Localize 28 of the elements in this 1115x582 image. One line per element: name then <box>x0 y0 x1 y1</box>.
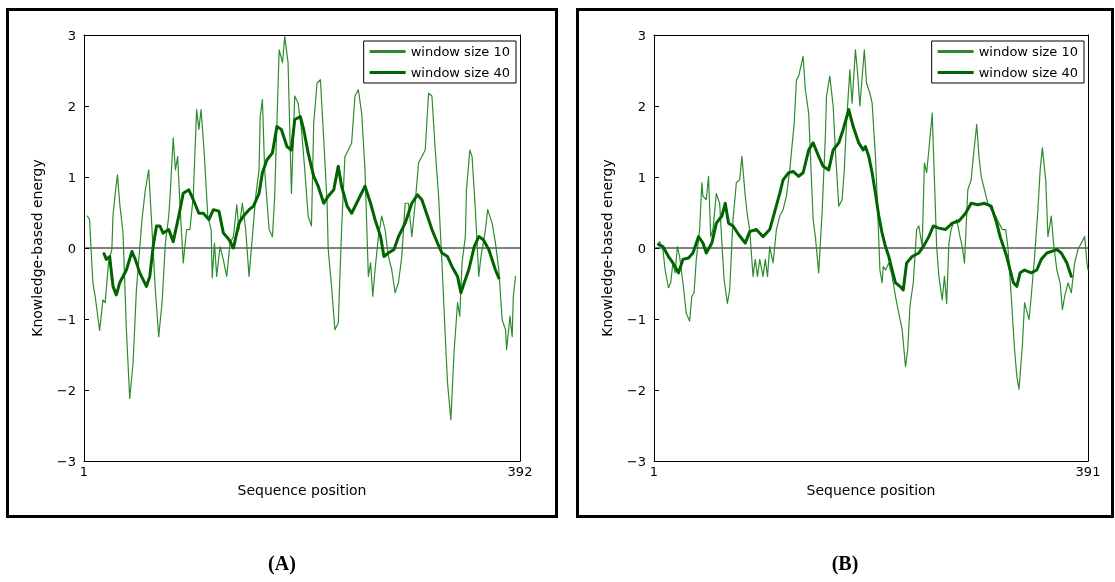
y-tick-label: 3 <box>67 27 76 43</box>
x-axis-title: Sequence position <box>806 482 936 498</box>
y-axis-title: Knowledge-based energy <box>599 159 615 337</box>
y-tick-label: −3 <box>56 453 76 469</box>
y-tick-label: 3 <box>637 27 646 43</box>
y-tick-label: −2 <box>56 382 76 398</box>
y-tick-label: −1 <box>56 311 76 327</box>
y-tick-label: −2 <box>626 382 646 398</box>
legend-label: window size 40 <box>978 65 1079 80</box>
legend-label: window size 10 <box>978 44 1079 59</box>
y-tick-label: 2 <box>637 98 646 114</box>
y-tick-label: −1 <box>626 311 646 327</box>
x-tick-label: 1 <box>79 464 89 479</box>
x-axis-title: Sequence position <box>237 482 367 498</box>
x-tick-label: 391 <box>1075 464 1101 479</box>
text: (B) <box>830 552 860 575</box>
x-tick-label: 392 <box>507 464 533 479</box>
y-tick-label: −3 <box>626 453 646 469</box>
legend-label: window size 10 <box>410 44 511 59</box>
text: (A) <box>267 552 297 575</box>
y-tick-label: 0 <box>67 240 76 256</box>
y-tick-label: 0 <box>637 240 646 256</box>
y-tick-label: 2 <box>67 98 76 114</box>
y-tick-label: 1 <box>637 169 646 185</box>
y-tick-label: 1 <box>67 169 76 185</box>
legend-label: window size 40 <box>410 65 511 80</box>
x-tick-label: 1 <box>649 464 659 479</box>
y-axis-title: Knowledge-based energy <box>29 159 45 337</box>
